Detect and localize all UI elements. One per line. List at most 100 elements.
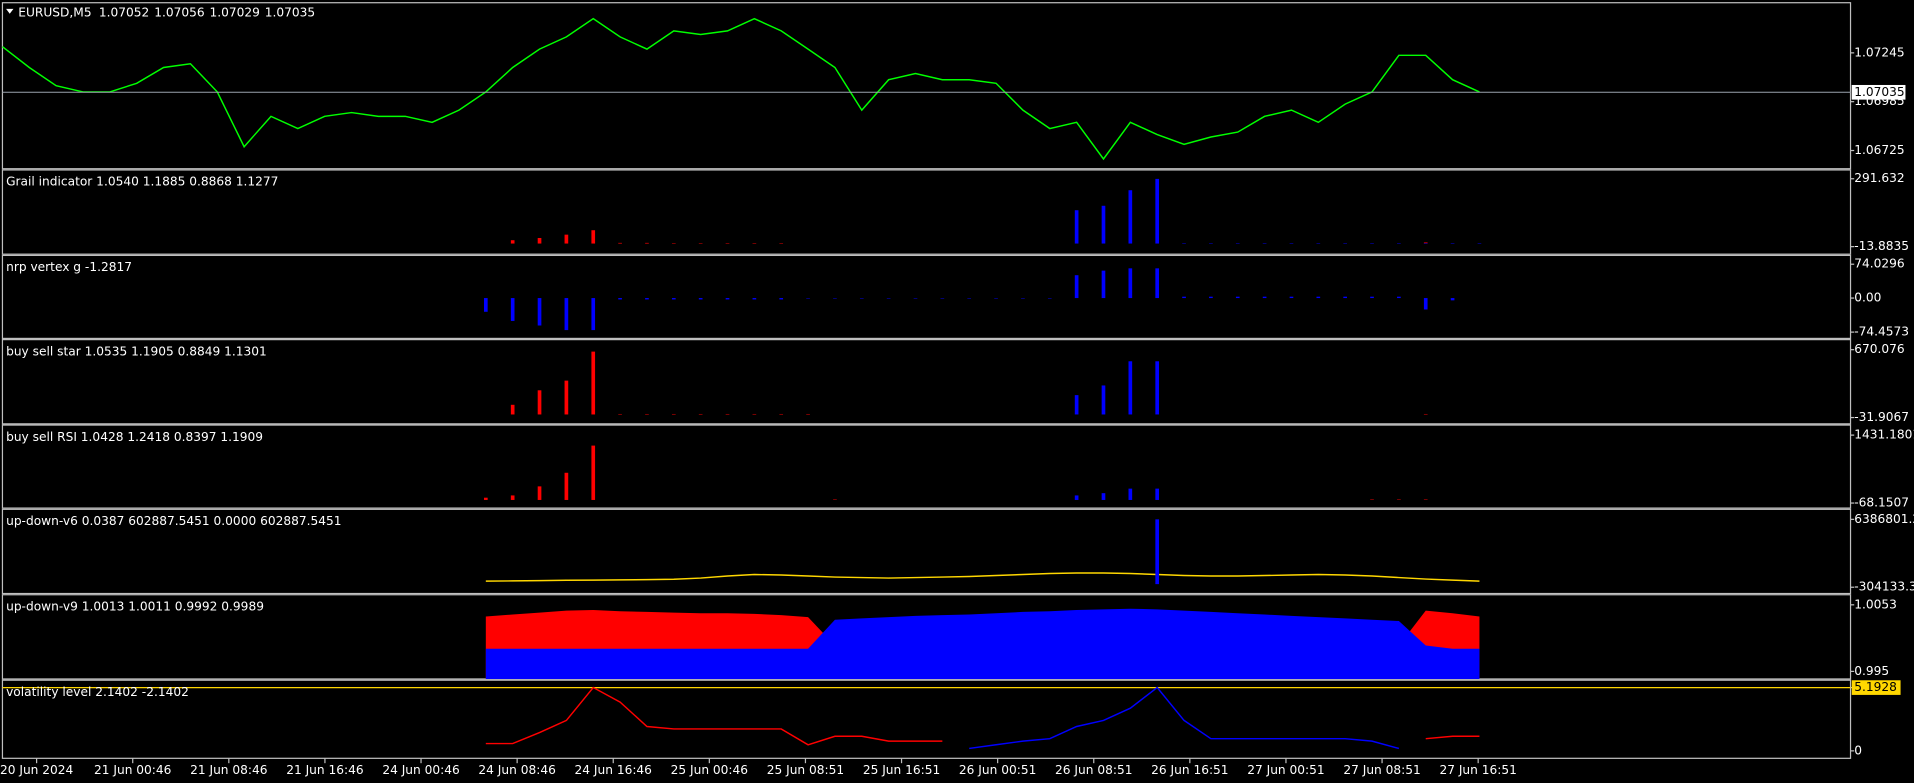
y-tick-label: 291.632	[1854, 171, 1904, 185]
pane-frame	[1, 169, 1852, 255]
line	[1, 17, 1480, 161]
indicator-bar	[537, 486, 542, 500]
y-tick-label: -31.9067	[1854, 410, 1909, 424]
indicator-bar	[1423, 298, 1428, 310]
time-label: 25 Jun 00:46	[671, 763, 748, 777]
y-tick-label: 1.06725	[1854, 143, 1904, 157]
indicator-bar	[537, 237, 542, 244]
pane-title: buy sell RSI 1.0428 1.2418 0.8397 1.1909	[6, 430, 263, 444]
time-label: 20 Jun 2024	[0, 763, 74, 777]
line	[969, 686, 1400, 750]
indicator-bar	[1209, 296, 1213, 299]
indicator-bar	[483, 298, 488, 312]
indicator-bar	[1128, 361, 1133, 415]
pane-frame	[1, 679, 1852, 759]
indicator-bar	[1128, 190, 1133, 244]
indicator-bar	[1397, 296, 1401, 299]
indicator-bar	[725, 298, 730, 300]
pane-title: up-down-v9 1.0013 1.0011 0.9992 0.9989	[6, 599, 264, 613]
indicator-bar	[483, 497, 488, 500]
indicator-bar	[1155, 519, 1160, 585]
indicator-bar	[1101, 205, 1106, 244]
indicator-bar	[1074, 275, 1079, 299]
area	[485, 608, 1480, 679]
time-label: 26 Jun 08:51	[1055, 763, 1132, 777]
indicator-bar	[591, 351, 596, 415]
indicator-bar	[1343, 296, 1348, 299]
pane-title: nrp vertex g -1.2817	[6, 260, 132, 274]
indicator-bar	[591, 445, 596, 500]
indicator-bar	[1450, 298, 1455, 301]
time-label: 24 Jun 08:46	[478, 763, 555, 777]
current-price-box	[1851, 84, 1906, 100]
pane-title: buy sell star 1.0535 1.1905 0.8849 1.130…	[6, 344, 267, 358]
indicator-bar	[1370, 296, 1374, 299]
close: 1.07035	[265, 5, 315, 19]
y-tick-label: 0.995	[1854, 664, 1889, 678]
pane-frame	[1, 508, 1852, 595]
indicator-bar	[1262, 296, 1267, 299]
time-label: 25 Jun 08:51	[767, 763, 844, 777]
y-tick-label: 6386801.2	[1854, 512, 1914, 526]
indicator-bar	[671, 298, 676, 300]
indicator-bar	[510, 495, 515, 500]
indicator-bar	[1235, 296, 1240, 299]
indicator-bar	[1074, 495, 1079, 500]
y-tick-label: 0.00	[1854, 291, 1881, 305]
y-tick-label: -74.4573	[1854, 325, 1909, 339]
time-label: 27 Jun 16:51	[1439, 763, 1516, 777]
indicator-bar	[510, 240, 515, 244]
time-label: 25 Jun 16:51	[863, 763, 940, 777]
pane-title: volatility level 2.1402 -2.1402	[6, 685, 189, 699]
indicator-bar	[1101, 385, 1106, 415]
high: 1.07056	[154, 5, 204, 19]
pane-frame	[1, 424, 1852, 509]
current-price-label: 1.07035	[1854, 85, 1904, 99]
y-tick-label: -304133.39	[1854, 580, 1914, 594]
indicator-bar	[1155, 178, 1160, 244]
low: 1.07029	[209, 5, 259, 19]
pane-frame	[1, 339, 1852, 425]
indicator-bar	[1316, 296, 1321, 299]
y-tick-label: 1.07245	[1854, 45, 1904, 59]
pane-title: Grail indicator 1.0540 1.1885 0.8868 1.1…	[6, 175, 278, 189]
indicator-bar	[591, 298, 596, 331]
indicator-bar	[698, 298, 703, 300]
indicator-bar	[1155, 488, 1160, 500]
indicator-bar	[1182, 296, 1186, 299]
y-tick-label: 74.0296	[1854, 257, 1904, 271]
indicator-bar	[1101, 493, 1106, 500]
line	[485, 686, 1480, 746]
indicator-bar	[564, 234, 569, 244]
indicator-bar	[564, 298, 569, 331]
y-tick-label: 0	[1854, 743, 1862, 757]
indicator-bar	[537, 390, 542, 415]
indicator-bar	[537, 298, 542, 326]
y-tick-label: 670.076	[1854, 342, 1904, 356]
indicator-bar	[1101, 270, 1106, 299]
indicator-bar	[752, 298, 757, 300]
time-label: 27 Jun 00:51	[1247, 763, 1324, 777]
indicator-bar	[510, 404, 515, 415]
symbol-info: EURUSD,M5 1.07052 1.07056 1.07029 1.07035	[18, 5, 315, 19]
time-label: 21 Jun 16:46	[286, 763, 363, 777]
y-tick-label: -68.1507	[1854, 496, 1909, 510]
indicator-bar	[1423, 242, 1428, 244]
indicator-bar	[618, 242, 622, 244]
pane-frame	[1, 254, 1852, 340]
indicator-bar	[1155, 361, 1160, 415]
time-label: 21 Jun 08:46	[190, 763, 267, 777]
time-label: 27 Jun 08:51	[1343, 763, 1420, 777]
indicator-bar	[510, 298, 515, 321]
time-label: 26 Jun 00:51	[959, 763, 1036, 777]
pane-title: up-down-v6 0.0387 602887.5451 0.0000 602…	[6, 514, 341, 528]
time-label: 21 Jun 00:46	[94, 763, 171, 777]
indicator-bar	[618, 298, 622, 300]
y-tick-label: 1431.1801	[1854, 428, 1914, 442]
time-label: 24 Jun 16:46	[575, 763, 652, 777]
pane-frame	[1, 2, 1852, 170]
indicator-bar	[564, 380, 569, 415]
menu-arrow[interactable]	[6, 8, 14, 14]
indicator-bar	[1155, 268, 1160, 299]
